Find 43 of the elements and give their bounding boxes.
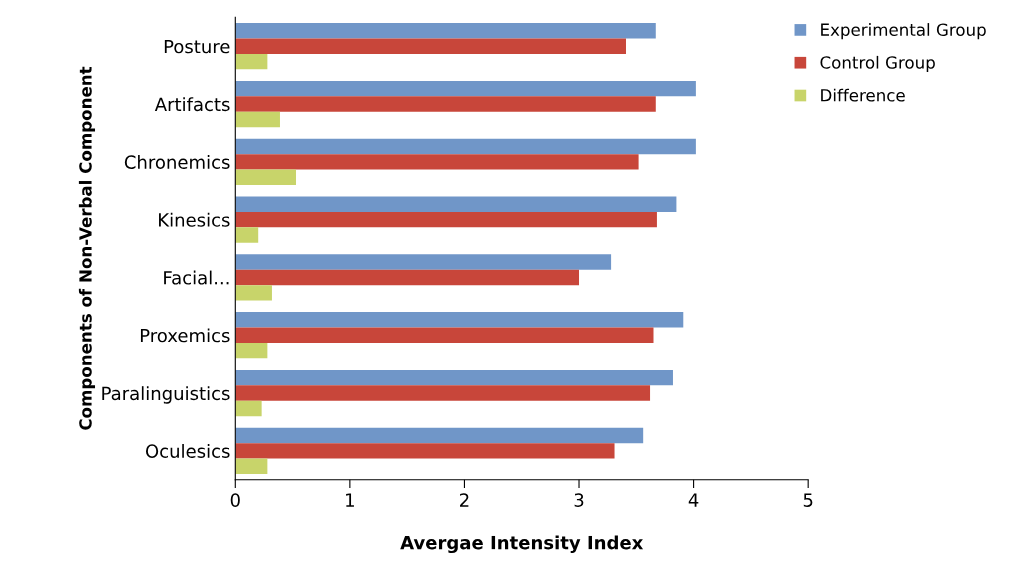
bar bbox=[235, 96, 656, 112]
bar bbox=[235, 342, 268, 359]
y-tick-label: Paralinguistics bbox=[102, 386, 230, 404]
y-tick-label: Oculesics bbox=[145, 443, 230, 458]
x-tick-label: 4 bbox=[688, 493, 699, 507]
bar bbox=[235, 111, 280, 128]
y-tick-label: Proxemics bbox=[140, 328, 230, 343]
bar bbox=[235, 138, 696, 155]
x-tick-label: 5 bbox=[803, 493, 813, 507]
bar bbox=[235, 327, 654, 343]
bar bbox=[235, 443, 615, 459]
bar bbox=[235, 53, 268, 70]
bar bbox=[235, 38, 626, 54]
bar bbox=[235, 154, 639, 170]
y-tick-label: Posture bbox=[164, 39, 230, 54]
bar bbox=[235, 427, 644, 444]
x-tick-label: 3 bbox=[574, 493, 584, 507]
bar bbox=[235, 385, 651, 401]
bar bbox=[235, 227, 259, 243]
bar bbox=[235, 23, 656, 39]
x-tick-label: 0 bbox=[230, 493, 240, 507]
x-tick-label: 1 bbox=[346, 493, 354, 507]
bar bbox=[235, 269, 580, 286]
y-tick-label: Kinesics bbox=[159, 212, 230, 227]
bar bbox=[235, 196, 677, 212]
bar bbox=[235, 80, 696, 97]
legend-label: Control Group bbox=[820, 55, 935, 73]
legend-label: Difference bbox=[821, 88, 905, 102]
legend-label: Experimental Group bbox=[821, 23, 986, 40]
x-tick-label: 2 bbox=[460, 493, 469, 507]
bar bbox=[235, 458, 268, 474]
bar bbox=[235, 211, 657, 228]
bar bbox=[235, 169, 297, 185]
bar bbox=[235, 285, 272, 301]
bar bbox=[235, 400, 262, 417]
bar bbox=[235, 254, 612, 270]
y-axis-title: Components of Non-Verbal Component bbox=[78, 66, 96, 430]
bar bbox=[235, 312, 684, 328]
y-tick-label: Facial... bbox=[164, 270, 229, 285]
y-tick-label: Chronemics bbox=[124, 154, 230, 169]
y-tick-label: Artifacts bbox=[154, 97, 230, 112]
bar bbox=[235, 369, 673, 386]
x-axis-title: Avergae Intensity Index bbox=[400, 535, 644, 554]
